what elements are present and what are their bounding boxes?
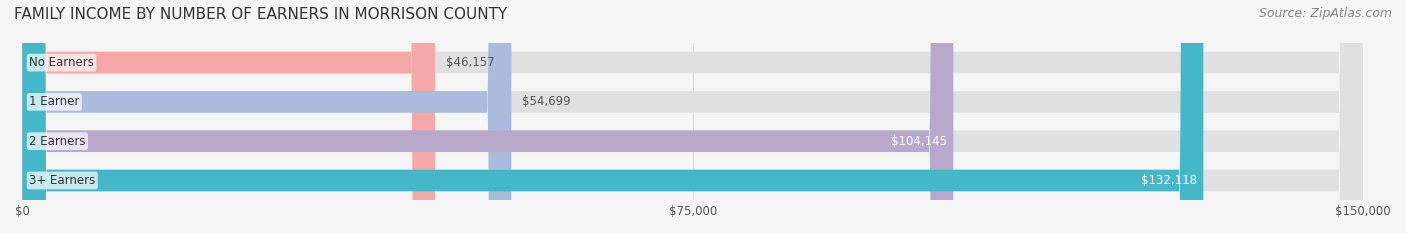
Text: 3+ Earners: 3+ Earners <box>30 174 96 187</box>
Text: FAMILY INCOME BY NUMBER OF EARNERS IN MORRISON COUNTY: FAMILY INCOME BY NUMBER OF EARNERS IN MO… <box>14 7 508 22</box>
Text: 1 Earner: 1 Earner <box>30 95 80 108</box>
FancyBboxPatch shape <box>22 0 1364 233</box>
FancyBboxPatch shape <box>22 0 1364 233</box>
FancyBboxPatch shape <box>22 0 1364 233</box>
Text: $104,145: $104,145 <box>890 135 946 148</box>
FancyBboxPatch shape <box>22 0 1204 233</box>
Text: $54,699: $54,699 <box>522 95 571 108</box>
Text: $132,118: $132,118 <box>1140 174 1197 187</box>
FancyBboxPatch shape <box>22 0 1364 233</box>
FancyBboxPatch shape <box>22 0 953 233</box>
Text: No Earners: No Earners <box>30 56 94 69</box>
Text: $46,157: $46,157 <box>446 56 495 69</box>
Text: Source: ZipAtlas.com: Source: ZipAtlas.com <box>1258 7 1392 20</box>
FancyBboxPatch shape <box>22 0 434 233</box>
FancyBboxPatch shape <box>22 0 512 233</box>
Text: 2 Earners: 2 Earners <box>30 135 86 148</box>
